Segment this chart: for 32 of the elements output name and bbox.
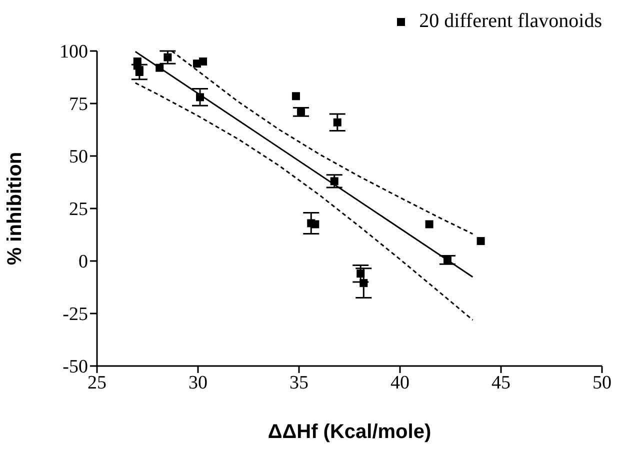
point — [330, 177, 338, 186]
point — [311, 220, 320, 228]
point — [156, 64, 164, 72]
line-series — [134, 82, 474, 321]
y-tick-label: 75 — [69, 94, 88, 116]
point — [443, 256, 452, 264]
point — [425, 220, 434, 228]
y-tick-label: 50 — [69, 146, 88, 168]
point — [476, 237, 485, 246]
x-tick-label: 50 — [592, 372, 612, 394]
point — [135, 68, 144, 76]
y-tick-label: 25 — [69, 199, 88, 220]
point — [199, 58, 208, 66]
point — [297, 108, 306, 116]
point — [164, 53, 172, 62]
point — [333, 118, 342, 126]
x-tick-label: 40 — [390, 372, 410, 394]
x-tick-label: 45 — [492, 372, 510, 394]
y-tick-label: -50 — [62, 356, 88, 378]
point — [356, 270, 365, 278]
x-axis-title: ΔΔHf (Kcal/mole) — [268, 421, 432, 443]
x-tick-label: 25 — [88, 372, 106, 394]
x-tick-label: 30 — [188, 372, 208, 394]
point — [360, 279, 368, 288]
point — [292, 92, 300, 100]
x-tick-label: 35 — [290, 372, 308, 394]
y-tick-label: 100 — [60, 42, 88, 63]
legend-label: 20 different flavonoids — [419, 10, 602, 33]
y-tick-label: 0 — [78, 252, 88, 273]
point — [196, 93, 204, 102]
y-axis-title: % inhibition — [4, 152, 26, 266]
y-tick-label: -25 — [62, 304, 88, 326]
